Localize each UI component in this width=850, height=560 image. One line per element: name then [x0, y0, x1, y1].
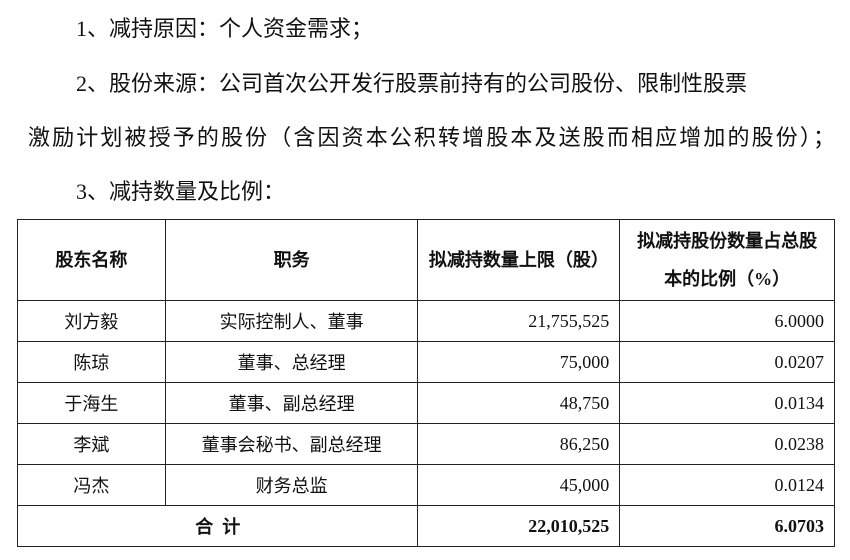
header-position: 职务 [164, 219, 419, 301]
header-name: 股东名称 [17, 219, 166, 301]
cell-shares: 86,250 [417, 423, 621, 465]
table-row: 陈琼 董事、总经理 75,000 0.0207 [17, 341, 835, 383]
table-row: 刘方毅 实际控制人、董事 21,755,525 6.0000 [17, 300, 835, 342]
cell-name: 陈琼 [17, 341, 166, 383]
cell-position: 董事、总经理 [164, 341, 419, 383]
cell-position: 实际控制人、董事 [164, 300, 419, 342]
cell-shares: 21,755,525 [417, 300, 621, 342]
cell-name: 于海生 [17, 382, 166, 424]
share-source-line1: 2、股份来源：公司首次公开发行股票前持有的公司股份、限制性股票 [76, 71, 748, 96]
cell-name: 李斌 [17, 423, 166, 465]
share-source-line2: 激励计划被授予的股份（含因资本公积转增股本及送股而相应增加的股份）； [28, 125, 835, 150]
table-row: 李斌 董事会秘书、副总经理 86,250 0.0238 [17, 423, 835, 465]
cell-ratio: 6.0000 [619, 300, 835, 342]
cell-shares: 45,000 [417, 464, 621, 506]
cell-name: 冯杰 [17, 464, 166, 506]
cell-shares: 48,750 [417, 382, 621, 424]
cell-position: 董事会秘书、副总经理 [164, 423, 419, 465]
total-label: 合 计 [16, 505, 419, 547]
total-shares: 22,010,525 [417, 505, 621, 547]
cell-ratio: 0.0238 [619, 423, 835, 465]
cell-position: 财务总监 [164, 464, 419, 506]
cell-shares: 75,000 [417, 341, 621, 383]
header-shares: 拟减持数量上限（股） [417, 219, 621, 301]
table-row: 冯杰 财务总监 45,000 0.0124 [17, 464, 835, 506]
reduction-table: 股东名称 职务 拟减持数量上限（股） 拟减持股份数量占总股本的比例（%） 刘方毅… [16, 219, 835, 547]
cell-name: 刘方毅 [17, 300, 166, 342]
table-total-row: 合 计 22,010,525 6.0703 [16, 505, 835, 547]
cell-ratio: 0.0124 [619, 464, 835, 506]
cell-position: 董事、副总经理 [164, 382, 419, 424]
total-ratio: 6.0703 [619, 505, 835, 547]
quantity-heading: 3、减持数量及比例： [76, 179, 286, 204]
table-row: 于海生 董事、副总经理 48,750 0.0134 [17, 382, 835, 424]
table-header-row: 股东名称 职务 拟减持数量上限（股） 拟减持股份数量占总股本的比例（%） [17, 219, 835, 301]
cell-ratio: 0.0134 [619, 382, 835, 424]
header-ratio: 拟减持股份数量占总股本的比例（%） [619, 219, 835, 301]
reduction-reason: 1、减持原因：个人资金需求； [76, 16, 374, 41]
cell-ratio: 0.0207 [619, 341, 835, 383]
